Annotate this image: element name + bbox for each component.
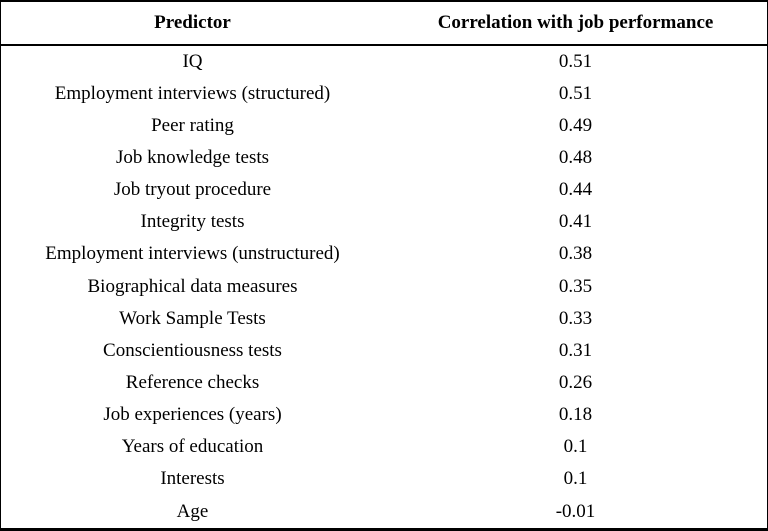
value-cell: 0.41 xyxy=(558,211,593,233)
table-row: Reference checks 0.26 xyxy=(1,367,767,399)
table-row: Employment interviews (structured) 0.51 xyxy=(1,78,767,110)
value-cell: -0.01 xyxy=(555,500,596,522)
table-row: Conscientiousness tests 0.31 xyxy=(1,335,767,367)
table-row: Integrity tests 0.41 xyxy=(1,207,767,239)
value-cell: 0.49 xyxy=(558,114,593,136)
table-body: IQ 0.51 Employment interviews (structure… xyxy=(1,46,767,528)
value-cell: 0.31 xyxy=(558,339,593,361)
table-row: Job knowledge tests 0.48 xyxy=(1,142,767,174)
value-cell: 0.33 xyxy=(558,307,593,329)
header-correlation: Correlation with job performance xyxy=(437,11,714,33)
predictor-cell: Job tryout procedure xyxy=(113,179,272,201)
value-cell: 0.51 xyxy=(558,82,593,104)
table-row: Work Sample Tests 0.33 xyxy=(1,303,767,335)
value-cell: 0.26 xyxy=(558,372,593,394)
value-cell: 0.35 xyxy=(558,275,593,297)
value-cell: 0.44 xyxy=(558,179,593,201)
table-header-row: Predictor Correlation with job performan… xyxy=(1,2,767,46)
table-row: Biographical data measures 0.35 xyxy=(1,271,767,303)
predictor-cell: Conscientiousness tests xyxy=(103,339,282,361)
table-row: Job tryout procedure 0.44 xyxy=(1,175,767,207)
predictor-cell: Employment interviews (unstructured) xyxy=(45,243,340,265)
predictor-cell: Years of education xyxy=(121,436,264,458)
table-row: Peer rating 0.49 xyxy=(1,110,767,142)
value-cell: 0.51 xyxy=(558,50,593,72)
predictor-cell: Interests xyxy=(160,468,225,490)
predictor-cell: Job knowledge tests xyxy=(115,147,270,169)
value-cell: 0.38 xyxy=(558,243,593,265)
predictor-cell: Integrity tests xyxy=(140,211,245,233)
predictor-cell: Work Sample Tests xyxy=(119,307,266,329)
value-cell: 0.1 xyxy=(563,468,588,490)
value-cell: 0.1 xyxy=(563,436,588,458)
table-row: IQ 0.51 xyxy=(1,46,767,78)
table-row: Employment interviews (unstructured) 0.3… xyxy=(1,239,767,271)
predictor-cell: Age xyxy=(176,500,209,522)
predictor-cell: Job experiences (years) xyxy=(103,404,282,426)
header-predictor: Predictor xyxy=(154,11,231,33)
predictor-cell: Peer rating xyxy=(151,114,234,136)
predictor-cell: Reference checks xyxy=(125,372,260,394)
predictor-cell: IQ xyxy=(182,50,203,72)
table-row: Interests 0.1 xyxy=(1,464,767,496)
predictor-cell: Employment interviews (structured) xyxy=(54,82,331,104)
table-row: Age -0.01 xyxy=(1,496,767,528)
value-cell: 0.18 xyxy=(558,404,593,426)
table-row: Years of education 0.1 xyxy=(1,432,767,464)
predictor-cell: Biographical data measures xyxy=(87,275,298,297)
table-row: Job experiences (years) 0.18 xyxy=(1,400,767,432)
value-cell: 0.48 xyxy=(558,147,593,169)
